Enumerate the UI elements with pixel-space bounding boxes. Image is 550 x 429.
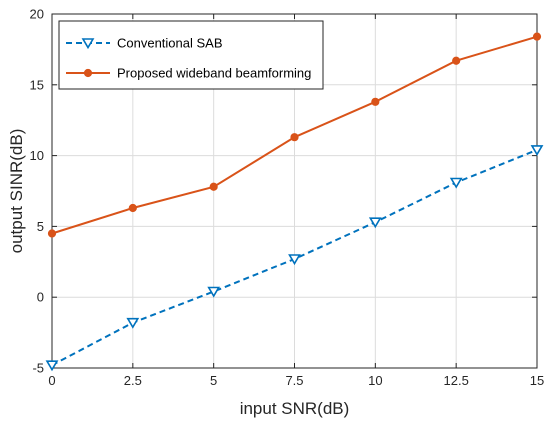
x-tick-label: 15 (530, 373, 544, 388)
data-point (449, 177, 463, 189)
x-tick-label: 10 (368, 373, 382, 388)
series-0 (45, 145, 544, 372)
x-axis-label: input SNR(dB) (240, 399, 350, 418)
x-tick-label: 12.5 (444, 373, 469, 388)
legend-swatch-marker (83, 68, 93, 78)
axis-ticks: 0 2.5 5 7.5 10 12.5 15 -5 0 5 10 15 20 (30, 7, 545, 389)
series-1 (47, 32, 542, 238)
data-point (530, 145, 544, 156)
data-point (290, 133, 299, 142)
legend: Conventional SAB Proposed wideband beamfo… (58, 20, 324, 90)
y-axis-label: output SINR(dB) (7, 129, 26, 254)
x-tick-label: 0 (48, 373, 55, 388)
data-point (452, 56, 461, 65)
legend-swatch-marker (81, 38, 95, 50)
x-tick-label: 7.5 (285, 373, 303, 388)
x-tick-label: 5 (210, 373, 217, 388)
data-point (126, 317, 140, 329)
series-layer (45, 32, 544, 372)
x-tick-label: 2.5 (124, 373, 142, 388)
data-point (128, 203, 137, 213)
y-tick-label: 5 (37, 219, 44, 234)
data-point (532, 32, 542, 41)
data-point (207, 286, 221, 298)
data-point (47, 229, 57, 238)
data-point (368, 217, 382, 229)
data-point (288, 254, 301, 266)
legend-label: Proposed wideband beamforming (117, 66, 311, 81)
data-point (371, 97, 380, 106)
y-tick-label: -5 (32, 361, 44, 376)
legend-box (58, 20, 324, 90)
y-tick-label: 10 (30, 148, 44, 163)
data-point (45, 360, 59, 372)
y-tick-label: 20 (30, 7, 44, 22)
legend-label: Conventional SAB (117, 36, 223, 51)
data-point (209, 182, 218, 191)
y-tick-label: 0 (37, 290, 44, 305)
y-tick-label: 15 (30, 77, 44, 92)
